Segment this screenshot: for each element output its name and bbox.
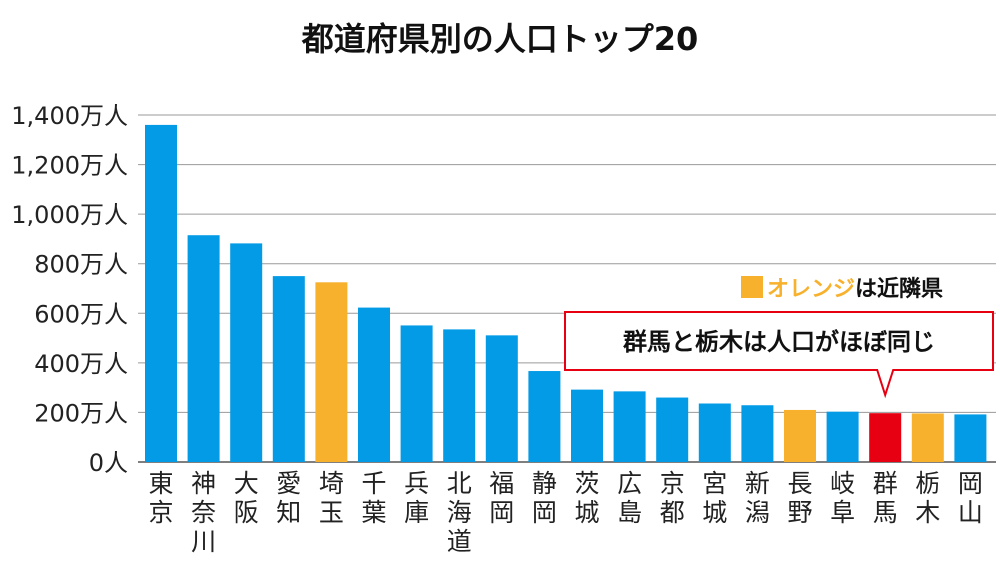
x-category-label: 東京: [148, 469, 173, 527]
bar: [187, 235, 220, 462]
y-tick-label: 800万人: [34, 251, 128, 279]
x-category-label: 愛知: [276, 469, 301, 527]
x-category-label: 北海道: [447, 469, 472, 556]
x-category-label: 千葉: [361, 469, 386, 527]
x-category-label: 京都: [660, 469, 685, 527]
bars: [145, 124, 987, 463]
bar: [485, 335, 518, 462]
annotation-text: 群馬と栃木は人口がほぼ同じ: [623, 328, 935, 356]
legend-label-plain: は近隣県: [855, 276, 943, 302]
y-tick-label: 1,200万人: [11, 152, 128, 180]
bar: [571, 389, 603, 462]
bar: [869, 413, 902, 462]
x-category-label: 神奈川: [191, 469, 216, 556]
x-category-label: 新潟: [745, 469, 770, 527]
legend: オレンジは近隣県: [741, 276, 943, 302]
bar: [315, 282, 348, 462]
bar: [145, 124, 177, 463]
bar: [528, 371, 561, 462]
bar: [954, 414, 987, 462]
annotation-callout-box: [564, 311, 994, 399]
bar: [698, 403, 731, 462]
legend-label-colored: オレンジ: [767, 277, 855, 302]
x-category-label: 茨城: [574, 469, 599, 527]
bar: [358, 307, 390, 462]
chart-title: 都道府県別の人口トップ20: [301, 20, 699, 58]
y-axis-tick-labels: 0人 200万人 400万人 600万人 800万人 1,000万人 1,200万人 1,40…: [11, 102, 128, 477]
x-category-label: 群馬: [873, 469, 898, 527]
x-category-label: 岐阜: [830, 469, 855, 527]
bar: [400, 325, 433, 462]
y-tick-label: 600万人: [34, 300, 128, 328]
x-category-label: 埼玉: [319, 469, 344, 527]
y-tick-label: 1,400万人: [11, 102, 128, 130]
bar: [272, 276, 305, 462]
annotation-callout: 群馬と栃木は人口がほぼ同じ: [564, 311, 994, 399]
x-category-label: 大阪: [234, 469, 259, 527]
x-category-label: 静岡: [532, 469, 557, 527]
x-category-label: 栃木: [915, 469, 940, 527]
bar: [826, 411, 859, 462]
bar: [784, 409, 816, 462]
x-axis-category-labels: 東京神奈川大阪愛知埼玉千葉兵庫北海道福岡静岡茨城広島京都宮城新潟長野岐阜群馬栃木…: [148, 469, 982, 556]
x-category-label: 岡山: [958, 469, 983, 527]
legend-swatch: [741, 276, 763, 298]
bar: [443, 329, 476, 462]
x-category-label: 福岡: [489, 469, 514, 527]
bar: [741, 405, 774, 462]
bar: [230, 243, 263, 462]
x-category-label: 宮城: [702, 469, 727, 527]
bar: [613, 391, 646, 462]
bar: [656, 397, 689, 462]
x-category-label: 広島: [617, 469, 642, 527]
x-category-label: 長野: [787, 469, 812, 527]
bar: [911, 413, 944, 462]
y-tick-label: 0人: [89, 449, 128, 477]
y-tick-label: 200万人: [34, 399, 128, 427]
svg-text:オレンジは近隣県: オレンジは近隣県: [767, 276, 943, 302]
x-category-label: 兵庫: [404, 469, 429, 527]
y-tick-label: 400万人: [34, 350, 128, 378]
y-tick-label: 1,000万人: [11, 201, 128, 229]
